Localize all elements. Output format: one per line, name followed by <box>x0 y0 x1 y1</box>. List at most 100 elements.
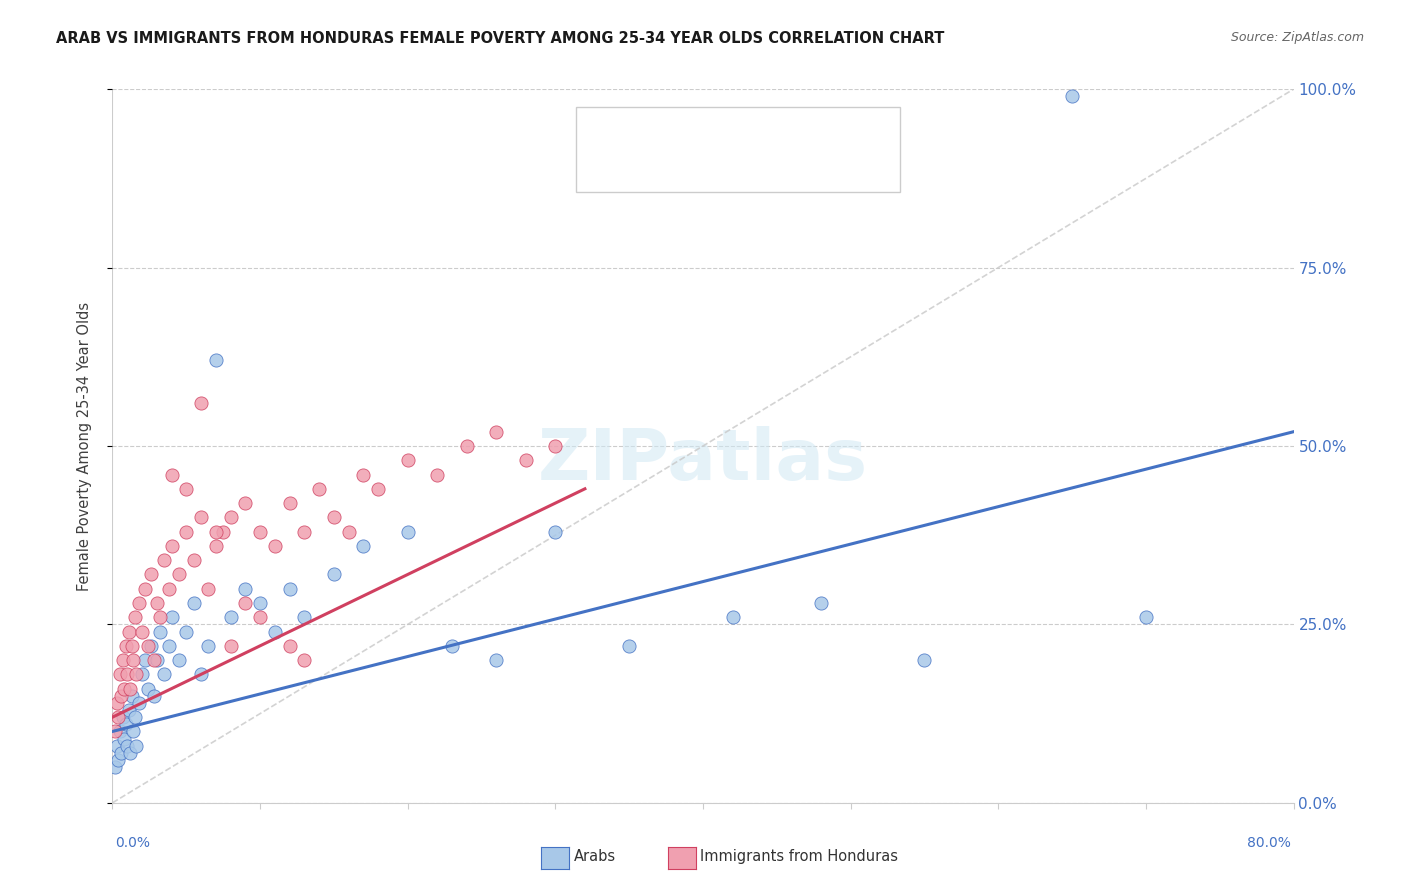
Point <box>122 724 145 739</box>
Point <box>810 596 832 610</box>
Point <box>205 353 228 368</box>
Point <box>323 567 346 582</box>
Point <box>105 696 128 710</box>
Point <box>108 667 131 681</box>
Point <box>117 739 138 753</box>
Point <box>219 639 242 653</box>
Point <box>146 596 169 610</box>
Point <box>249 524 271 539</box>
Point <box>128 696 150 710</box>
Text: Immigrants from Honduras: Immigrants from Honduras <box>700 849 898 863</box>
Text: 50: 50 <box>769 122 792 140</box>
Point <box>124 610 146 624</box>
Point <box>233 496 256 510</box>
Point <box>120 681 142 696</box>
Point <box>128 596 150 610</box>
Point <box>426 467 449 482</box>
Point <box>118 624 141 639</box>
Point <box>183 553 205 567</box>
Point <box>112 681 135 696</box>
Point <box>183 596 205 610</box>
Text: 0.380: 0.380 <box>671 122 723 140</box>
Point <box>278 582 301 596</box>
Point <box>125 739 148 753</box>
Point <box>104 724 127 739</box>
Point <box>264 624 287 639</box>
Point <box>108 724 131 739</box>
Point <box>110 689 132 703</box>
Point <box>197 639 219 653</box>
Point <box>544 439 567 453</box>
Point <box>122 653 145 667</box>
Point <box>278 496 301 510</box>
Point <box>197 582 219 596</box>
Point <box>136 639 159 653</box>
Point <box>914 653 936 667</box>
Point <box>441 639 464 653</box>
Point <box>174 482 197 496</box>
Point <box>396 453 419 467</box>
Point <box>105 739 128 753</box>
Point <box>456 439 478 453</box>
Point <box>112 731 135 746</box>
Point <box>134 653 156 667</box>
Point <box>190 510 212 524</box>
Point <box>149 610 172 624</box>
Point <box>367 482 389 496</box>
Point <box>292 610 315 624</box>
Point <box>131 667 153 681</box>
Point <box>121 639 143 653</box>
Point <box>167 567 190 582</box>
Point <box>174 524 197 539</box>
Text: 0.0%: 0.0% <box>115 836 150 850</box>
Point <box>352 467 374 482</box>
Point <box>146 653 169 667</box>
Point <box>107 753 129 767</box>
Text: N =: N = <box>738 158 775 176</box>
Point <box>212 524 235 539</box>
Text: 59: 59 <box>769 158 792 176</box>
Point <box>107 710 129 724</box>
Point <box>139 639 162 653</box>
Point <box>292 653 315 667</box>
Point <box>131 624 153 639</box>
Point <box>352 539 374 553</box>
Point <box>219 510 242 524</box>
Point <box>167 653 190 667</box>
Text: ZIPatlas: ZIPatlas <box>538 425 868 495</box>
Point <box>485 425 508 439</box>
Point <box>104 760 127 774</box>
Point <box>1135 610 1157 624</box>
Point <box>121 689 143 703</box>
Point <box>396 524 419 539</box>
Point <box>142 689 165 703</box>
Point <box>136 681 159 696</box>
Point <box>157 582 180 596</box>
Point <box>111 653 134 667</box>
Point <box>114 639 136 653</box>
Point <box>233 582 256 596</box>
Point <box>174 624 197 639</box>
Point <box>205 539 228 553</box>
Text: N =: N = <box>738 122 775 140</box>
Point <box>1062 89 1084 103</box>
Point <box>219 610 242 624</box>
Text: R =: R = <box>637 158 673 176</box>
Point <box>485 653 508 667</box>
Point <box>323 510 346 524</box>
Text: Source: ZipAtlas.com: Source: ZipAtlas.com <box>1230 31 1364 45</box>
Y-axis label: Female Poverty Among 25-34 Year Olds: Female Poverty Among 25-34 Year Olds <box>77 301 91 591</box>
Text: 80.0%: 80.0% <box>1247 836 1291 850</box>
Text: 0.496: 0.496 <box>671 158 723 176</box>
Point <box>124 710 146 724</box>
Point <box>114 717 136 731</box>
Point <box>157 639 180 653</box>
Text: Arabs: Arabs <box>574 849 616 863</box>
Point <box>153 553 176 567</box>
Point <box>619 639 641 653</box>
Point <box>111 710 134 724</box>
Point <box>233 596 256 610</box>
Point <box>278 639 301 653</box>
Point <box>264 539 287 553</box>
Point <box>139 567 162 582</box>
